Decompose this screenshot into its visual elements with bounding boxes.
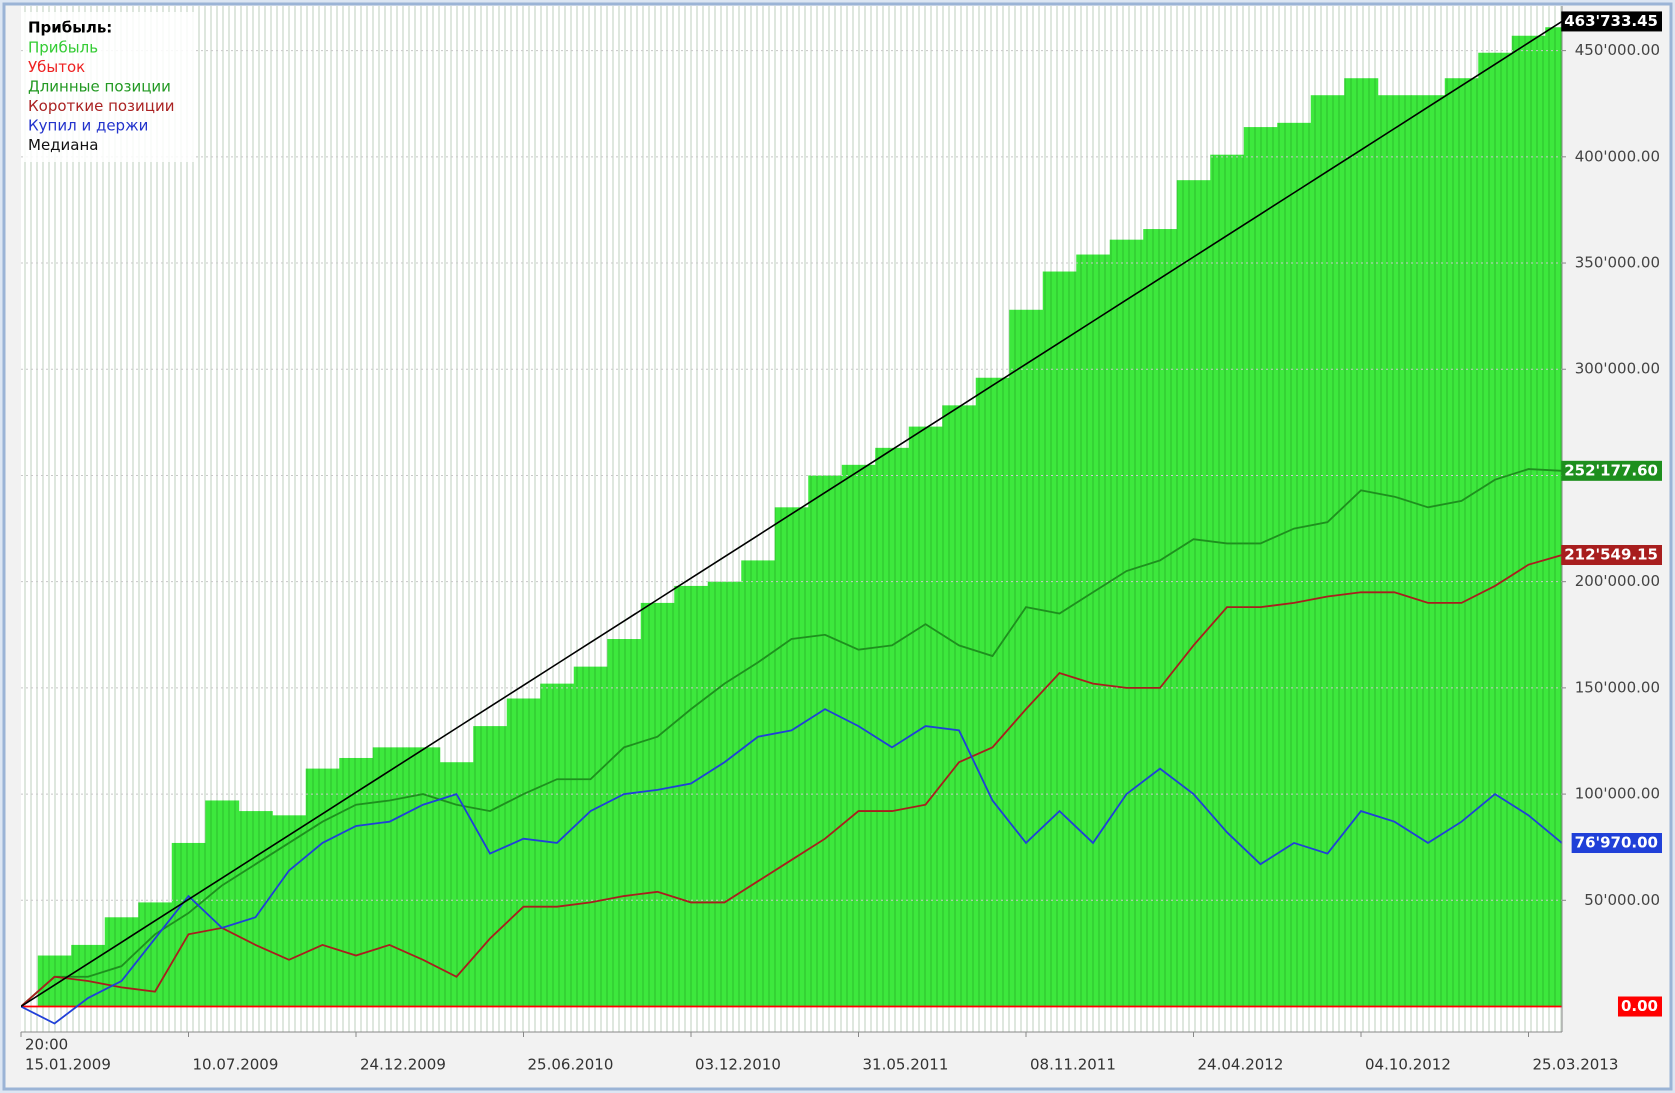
x-tick-label: 24.12.2009 (360, 1056, 446, 1074)
last-value-tag (1561, 11, 1662, 32)
legend-entry: Прибыль (28, 39, 98, 57)
y-tick-label: 350'000.00 (1575, 254, 1660, 272)
y-tick-label: 450'000.00 (1575, 41, 1660, 59)
last-value-label: 0.00 (1621, 997, 1658, 1015)
legend-box (23, 12, 195, 162)
series-line (21, 708, 1562, 1025)
x-tick-label: 04.10.2012 (1365, 1056, 1451, 1074)
x-time-label: 20:00 (25, 1036, 68, 1054)
x-tick-label: 25.03.2013 (1533, 1056, 1619, 1074)
last-value-tag (1617, 996, 1662, 1017)
last-value-tag (1561, 545, 1662, 566)
series-line (21, 20, 1562, 1008)
legend-entry: Короткие позиции (28, 97, 174, 115)
last-value-label: 212'549.15 (1564, 546, 1658, 564)
last-value-tag (1561, 460, 1662, 481)
series-line (21, 554, 1562, 1008)
x-tick-label: 15.01.2009 (25, 1056, 111, 1074)
grid-layer (21, 50, 1562, 901)
y-tick-label: 50'000.00 (1584, 891, 1660, 909)
last-value-tag (1571, 833, 1662, 854)
y-tick-label: 400'000.00 (1575, 147, 1660, 165)
legend-entry: Длинные позиции (28, 78, 171, 96)
last-value-label: 252'177.60 (1564, 461, 1658, 479)
x-tick-label: 03.12.2010 (695, 1056, 781, 1074)
line-layer (21, 20, 1562, 1025)
last-value-label: 76'970.00 (1575, 834, 1658, 852)
y-tick-label: 100'000.00 (1575, 785, 1660, 803)
legend-entry: Убыток (28, 58, 85, 76)
x-tick-label: 10.07.2009 (193, 1056, 279, 1074)
last-value-label: 463'733.45 (1564, 12, 1658, 30)
x-tick-label: 08.11.2011 (1030, 1056, 1116, 1074)
legend-entry: Купил и держи (28, 117, 148, 135)
y-tick-label: 200'000.00 (1575, 572, 1660, 590)
x-tick-label: 24.04.2012 (1198, 1056, 1284, 1074)
legend-entry: Медиана (28, 136, 98, 154)
legend-title: Прибыль: (28, 19, 112, 37)
y-tick-label: 300'000.00 (1575, 360, 1660, 378)
y-tick-label: 150'000.00 (1575, 678, 1660, 696)
x-tick-label: 31.05.2011 (863, 1056, 949, 1074)
series-line (21, 468, 1562, 1008)
x-tick-label: 25.06.2010 (528, 1056, 614, 1074)
